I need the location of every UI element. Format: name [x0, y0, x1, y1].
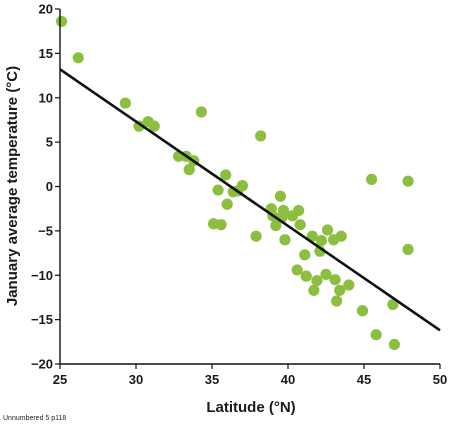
data-point: [133, 120, 145, 132]
y-tick-label: −10: [31, 268, 53, 283]
data-points: [55, 15, 414, 351]
data-point: [315, 235, 328, 247]
data-point: [279, 234, 291, 246]
tick-marks: [55, 8, 441, 369]
data-point: [343, 279, 355, 291]
data-point: [320, 268, 332, 280]
data-point: [294, 219, 306, 231]
data-point: [148, 120, 160, 132]
y-tick-label: 20: [39, 2, 53, 17]
y-axis-title: January average temperature (°C): [4, 66, 21, 306]
y-tick-label: 10: [39, 90, 53, 105]
data-point: [221, 198, 233, 210]
data-point: [55, 15, 68, 28]
data-point: [311, 274, 323, 287]
x-tick-label: 25: [53, 372, 67, 387]
data-point: [300, 270, 312, 282]
data-point: [183, 164, 195, 176]
y-tick-label: −20: [31, 357, 53, 372]
data-point: [291, 264, 303, 276]
data-point: [72, 52, 84, 64]
figure-footnote: Unnumbered 5 p118: [3, 415, 67, 422]
data-point: [215, 219, 227, 231]
data-point: [277, 204, 290, 217]
data-point: [255, 130, 267, 142]
data-point: [370, 329, 382, 341]
x-tick-label: 50: [433, 372, 447, 387]
data-point: [402, 243, 414, 256]
data-point: [402, 175, 414, 187]
x-tick-label: 35: [205, 372, 219, 387]
data-point: [195, 106, 207, 118]
data-point: [220, 169, 232, 181]
data-point: [270, 219, 282, 232]
data-point: [299, 249, 311, 261]
data-point: [250, 230, 262, 242]
trend-line: [59, 68, 441, 332]
data-point: [293, 204, 305, 217]
data-point: [331, 295, 343, 307]
data-point: [366, 173, 378, 185]
data-point: [387, 298, 399, 311]
x-tick-label: 45: [357, 372, 371, 387]
data-point: [274, 190, 286, 202]
data-point: [388, 338, 400, 351]
x-axis-title: Latitude (°N): [206, 399, 295, 416]
data-point: [335, 230, 347, 242]
y-tick-label: 0: [46, 179, 53, 194]
x-tick-label: 30: [129, 372, 143, 387]
data-point: [236, 180, 248, 192]
y-tick-label: −15: [31, 312, 53, 327]
data-point: [356, 305, 369, 317]
y-tick-label: 5: [46, 135, 53, 150]
axes: [59, 9, 440, 365]
data-point: [321, 224, 334, 236]
x-tick-label: 40: [281, 372, 295, 387]
y-tick-label: 15: [39, 46, 53, 61]
data-point: [212, 184, 224, 196]
data-point: [329, 274, 341, 286]
data-point: [334, 284, 346, 296]
data-point: [119, 97, 131, 109]
data-point: [306, 230, 318, 242]
data-point: [308, 284, 320, 296]
y-tick-label: −5: [38, 223, 53, 238]
